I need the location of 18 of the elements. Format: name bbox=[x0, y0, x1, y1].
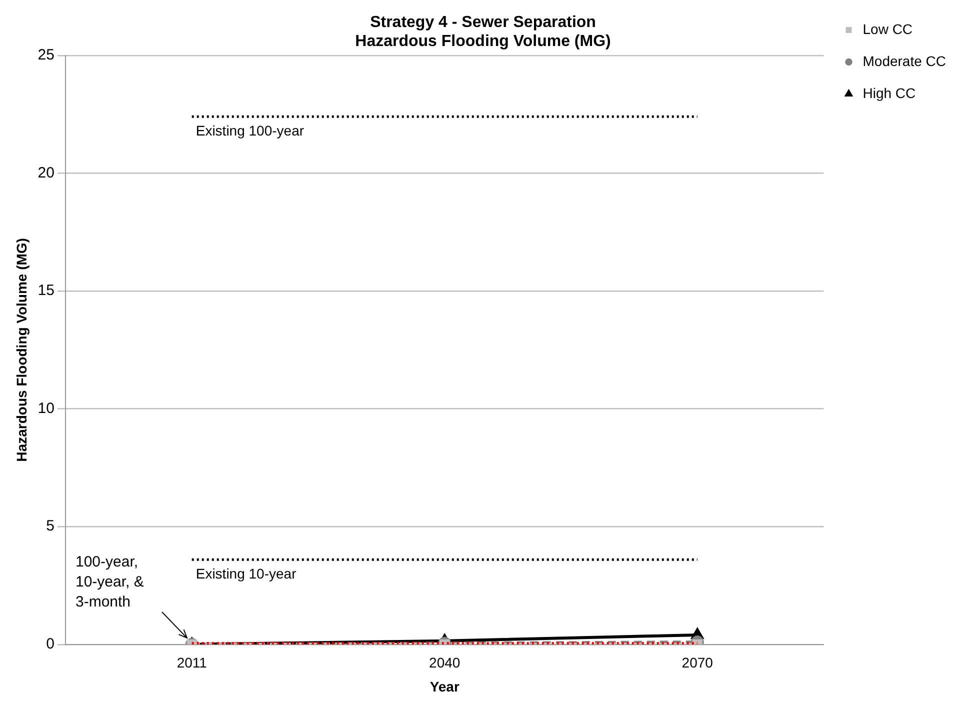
chart-title: Strategy 4 - Sewer Separation Hazardous Flooding Volume (MG) bbox=[355, 14, 611, 50]
legend-label: High CC bbox=[862, 84, 916, 101]
y-tick-label: 0 bbox=[46, 636, 54, 653]
y-tick-label: 10 bbox=[38, 400, 54, 417]
y-tick-label: 15 bbox=[38, 282, 54, 300]
x-axis-title: Year bbox=[430, 678, 460, 694]
x-tick-label: 2011 bbox=[176, 654, 208, 671]
legend-label: Low CC bbox=[862, 20, 913, 37]
y-tick-label: 20 bbox=[38, 164, 54, 182]
ref-line-label: Existing 100-year bbox=[196, 122, 304, 139]
ref-line-label: Existing 10-year bbox=[196, 565, 297, 582]
y-tick-label: 5 bbox=[46, 518, 54, 535]
legend-label: Moderate CC bbox=[862, 52, 946, 69]
x-tick-label: 2040 bbox=[429, 654, 460, 671]
x-tick-label: 2070 bbox=[682, 654, 714, 671]
annotation: 100-year, 10-year, & 3-month bbox=[75, 553, 144, 610]
y-axis-title: Hazardous Flooding Volume (MG) bbox=[13, 238, 30, 462]
y-tick-label: 25 bbox=[38, 46, 54, 64]
